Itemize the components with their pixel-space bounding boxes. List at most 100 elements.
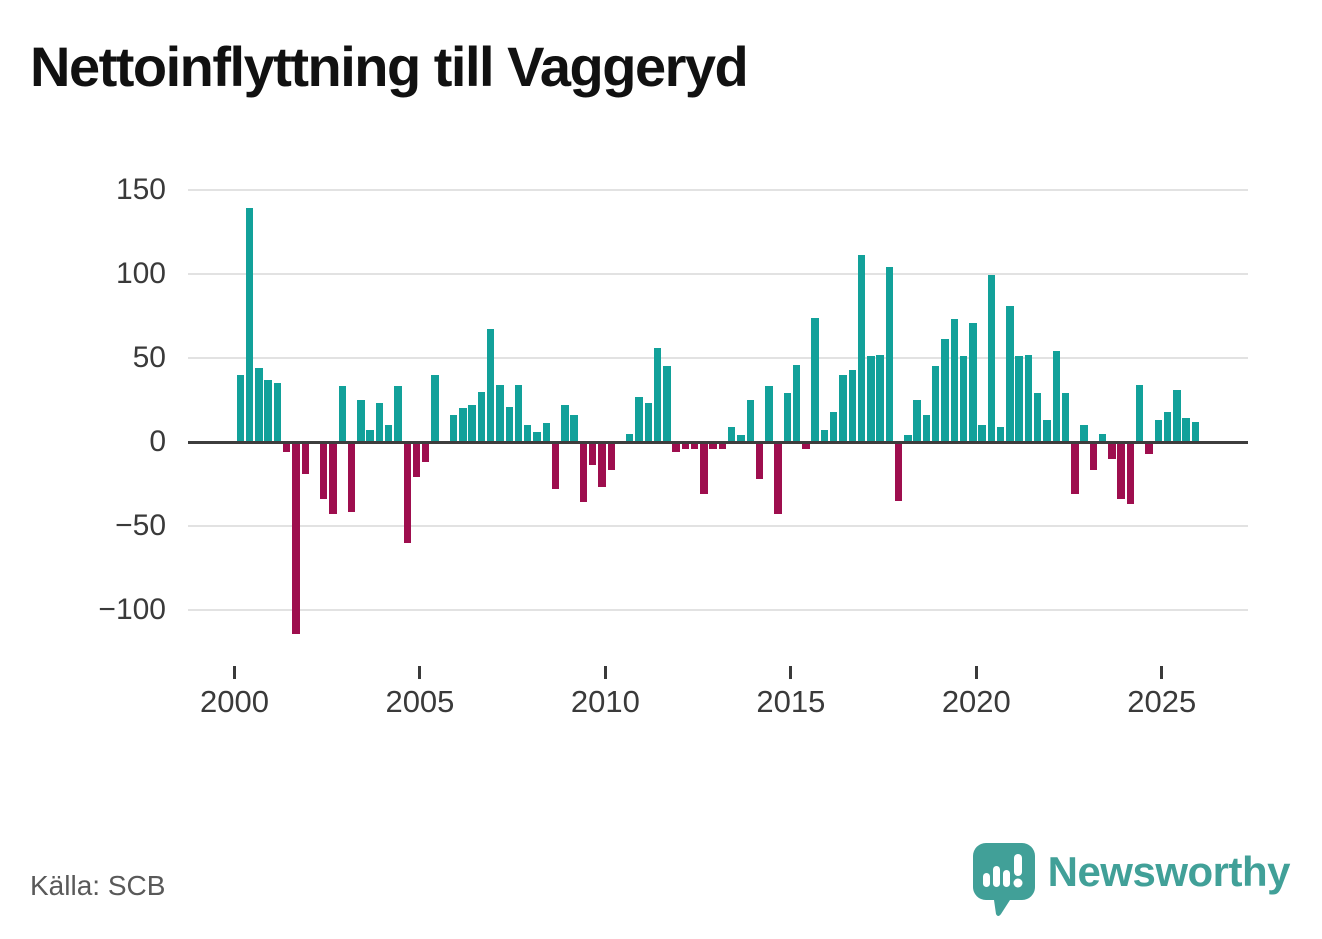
bar-2024Q4 (1154, 420, 1162, 442)
bar-2006Q1 (459, 408, 467, 442)
bar-2007Q1 (496, 384, 504, 442)
x-axis-tick-label: 2025 (1127, 684, 1197, 719)
bar-2016Q2 (839, 374, 847, 442)
bar-2007Q4 (524, 425, 532, 442)
bar-2007Q2 (505, 406, 513, 442)
y-axis-tick-label: 150 (115, 172, 166, 206)
bar-2022Q3 (1071, 443, 1079, 494)
bar-2014Q1 (755, 443, 764, 479)
bar-2013Q1 (718, 443, 727, 449)
bar-2009Q4 (598, 443, 606, 488)
gridline (188, 525, 1248, 528)
bar-2012Q2 (690, 443, 699, 449)
bar-2016Q4 (857, 255, 866, 442)
bar-2010Q3 (626, 433, 634, 442)
bar-2008Q1 (533, 431, 541, 442)
bar-2025Q2 (1173, 389, 1181, 442)
bar-2013Q2 (728, 426, 736, 442)
bar-2017Q3 (885, 267, 894, 442)
bar-2016Q1 (830, 411, 838, 442)
newsworthy-speech-bubble-chart-icon (972, 842, 1036, 921)
bar-2017Q2 (876, 354, 884, 442)
bar-2019Q2 (950, 319, 958, 442)
bar-2021Q2 (1024, 354, 1033, 442)
bar-2020Q3 (996, 426, 1005, 442)
bar-2024Q2 (1136, 384, 1144, 442)
gridline (188, 609, 1248, 612)
bar-2021Q3 (1034, 393, 1042, 442)
bar-2008Q2 (542, 423, 550, 442)
gridline (188, 356, 1248, 359)
bar-2020Q4 (1006, 305, 1014, 442)
bar-2021Q4 (1043, 420, 1051, 442)
bar-2022Q1 (1052, 351, 1060, 442)
bar-2012Q4 (709, 443, 717, 449)
bar-2004Q4 (412, 443, 421, 478)
bar-2008Q3 (551, 443, 560, 489)
x-axis-tick-label: 2010 (570, 684, 640, 719)
bar-2018Q3 (922, 415, 931, 442)
x-axis-tick-mark (789, 666, 793, 679)
bar-2009Q2 (579, 443, 588, 503)
bar-2000Q3 (255, 367, 263, 442)
bar-2005Q1 (422, 443, 430, 462)
bar-2004Q1 (384, 425, 393, 442)
x-axis-tick-mark (418, 666, 422, 679)
bar-2014Q4 (783, 393, 792, 442)
bar-2011Q2 (653, 347, 662, 442)
bar-2020Q1 (978, 425, 986, 442)
bar-2019Q4 (969, 322, 977, 442)
bar-2011Q1 (644, 403, 652, 442)
bar-2001Q2 (282, 443, 291, 452)
bar-2008Q4 (561, 404, 569, 442)
bar-2014Q3 (774, 443, 782, 515)
bar-2025Q4 (1191, 421, 1200, 442)
bar-2009Q1 (570, 415, 578, 442)
zero-axis-line (188, 440, 1248, 444)
bar-2003Q4 (375, 403, 384, 442)
bar-2005Q2 (431, 374, 439, 442)
source-label: Källa: SCB (30, 870, 166, 901)
gridline (188, 272, 1248, 275)
bar-2011Q4 (672, 443, 680, 452)
bar-2003Q2 (357, 399, 365, 442)
gridline (188, 188, 1248, 191)
x-axis-tick-mark (603, 666, 607, 679)
bar-2004Q3 (403, 443, 411, 543)
bar-2020Q2 (987, 275, 996, 442)
x-axis-tick-label: 2020 (941, 684, 1011, 719)
y-axis-tick-label: 100 (115, 256, 166, 290)
bar-2017Q1 (867, 356, 875, 442)
bar-2001Q3 (292, 443, 300, 634)
y-axis-tick-label: −100 (98, 593, 166, 627)
bar-2005Q4 (449, 415, 458, 442)
bar-2023Q4 (1117, 443, 1125, 499)
logo-wordmark: Newsworthy (1047, 848, 1291, 895)
y-axis-tick-label: 50 (132, 340, 166, 374)
bar-2006Q2 (468, 404, 476, 442)
x-axis-tick-mark (974, 666, 978, 679)
x-axis-tick-mark (1160, 666, 1164, 679)
y-axis-tick-label: −50 (115, 509, 166, 543)
bar-2012Q3 (700, 443, 708, 494)
bar-2016Q3 (848, 369, 856, 442)
x-axis-tick-label: 2000 (200, 684, 269, 719)
bar-2023Q1 (1089, 443, 1098, 471)
bar-2010Q4 (635, 396, 643, 442)
bar-2003Q1 (347, 443, 356, 513)
bar-2025Q1 (1163, 411, 1172, 442)
bar-2001Q1 (273, 383, 282, 442)
bar-2000Q1 (236, 374, 244, 442)
bar-2019Q3 (959, 356, 968, 442)
bar-2022Q4 (1080, 425, 1088, 442)
bar-2014Q2 (765, 386, 773, 442)
bar-2023Q2 (1098, 433, 1107, 442)
chart-title: Nettoinflyttning till Vaggeryd (30, 35, 749, 98)
bar-2015Q3 (811, 317, 819, 442)
bar-2004Q2 (394, 386, 402, 442)
bar-2018Q1 (904, 435, 912, 442)
y-axis-tick-label: 0 (149, 425, 166, 458)
bar-2000Q4 (264, 379, 272, 442)
bar-2006Q3 (477, 391, 486, 442)
